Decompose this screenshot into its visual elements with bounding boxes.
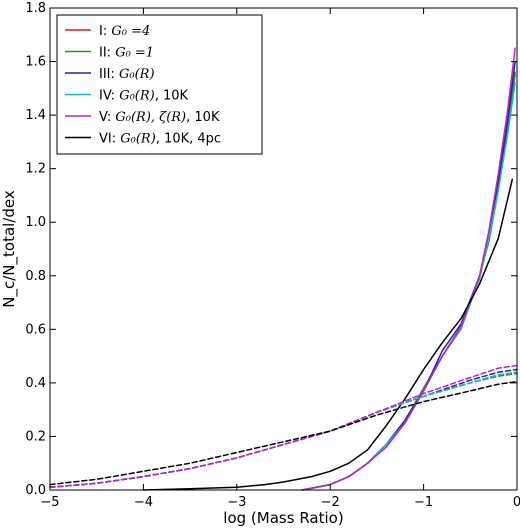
series-line-dashed-7	[49, 372, 518, 489]
y-tick-label: 0.2	[25, 429, 46, 444]
series-line-dashed-8	[49, 368, 518, 489]
legend-entry: VI: G₀(R), 10K, 4pc	[99, 132, 221, 147]
y-tick-label: 1.0	[25, 215, 46, 230]
series-layer	[49, 47, 518, 491]
series-line-4	[301, 47, 516, 491]
x-axis-label: log (Mass Ratio)	[223, 509, 343, 527]
y-tick-label: 1.8	[25, 1, 46, 16]
legend: I: G₀ =4 II: G₀ =1 III: G₀(R) IV: G₀(R), 10…	[56, 14, 263, 155]
legend-entry: IV: G₀(R), 10K	[99, 89, 189, 104]
legend-entry: I: G₀ =4	[99, 24, 150, 39]
x-tick-label: −3	[227, 495, 246, 510]
series-line-dashed-11	[49, 380, 518, 486]
x-tick-label: −5	[40, 495, 59, 510]
y-tick-label: 0.8	[25, 269, 46, 284]
x-tick-label: −4	[134, 495, 153, 510]
x-tick-label: −1	[414, 495, 433, 510]
x-tick-label: 0	[513, 495, 520, 510]
y-tick-label: 1.4	[25, 108, 46, 123]
plot-frame	[49, 7, 518, 491]
legend-entry: III: G₀(R)	[99, 67, 155, 82]
legend-box	[56, 14, 263, 155]
y-tick-label: 0.6	[25, 322, 46, 337]
series-line-1	[301, 71, 516, 491]
ticks-layer: −5 −4 −3 −2 −1 0 0.0 0.2 0.4 0.6 0.8 1.0 1.2 1.4 1.6 1.…	[25, 1, 520, 510]
series-line-dashed-10	[49, 364, 518, 489]
y-tick-label: 0.0	[25, 483, 46, 498]
series-line-5	[142, 178, 514, 491]
y-tick-label: 0.4	[25, 376, 46, 391]
y-tick-label: 1.6	[25, 55, 46, 70]
series-line-0	[301, 74, 516, 491]
series-line-dashed-9	[49, 371, 518, 489]
legend-entry: V: G₀(R), ζ(R), 10K	[99, 110, 220, 125]
y-tick-label: 1.2	[25, 162, 46, 177]
legend-entry: II: G₀ =1	[99, 46, 154, 61]
y-axis-label: N_c/N_total/dex	[0, 190, 19, 308]
x-tick-label: −2	[321, 495, 340, 510]
